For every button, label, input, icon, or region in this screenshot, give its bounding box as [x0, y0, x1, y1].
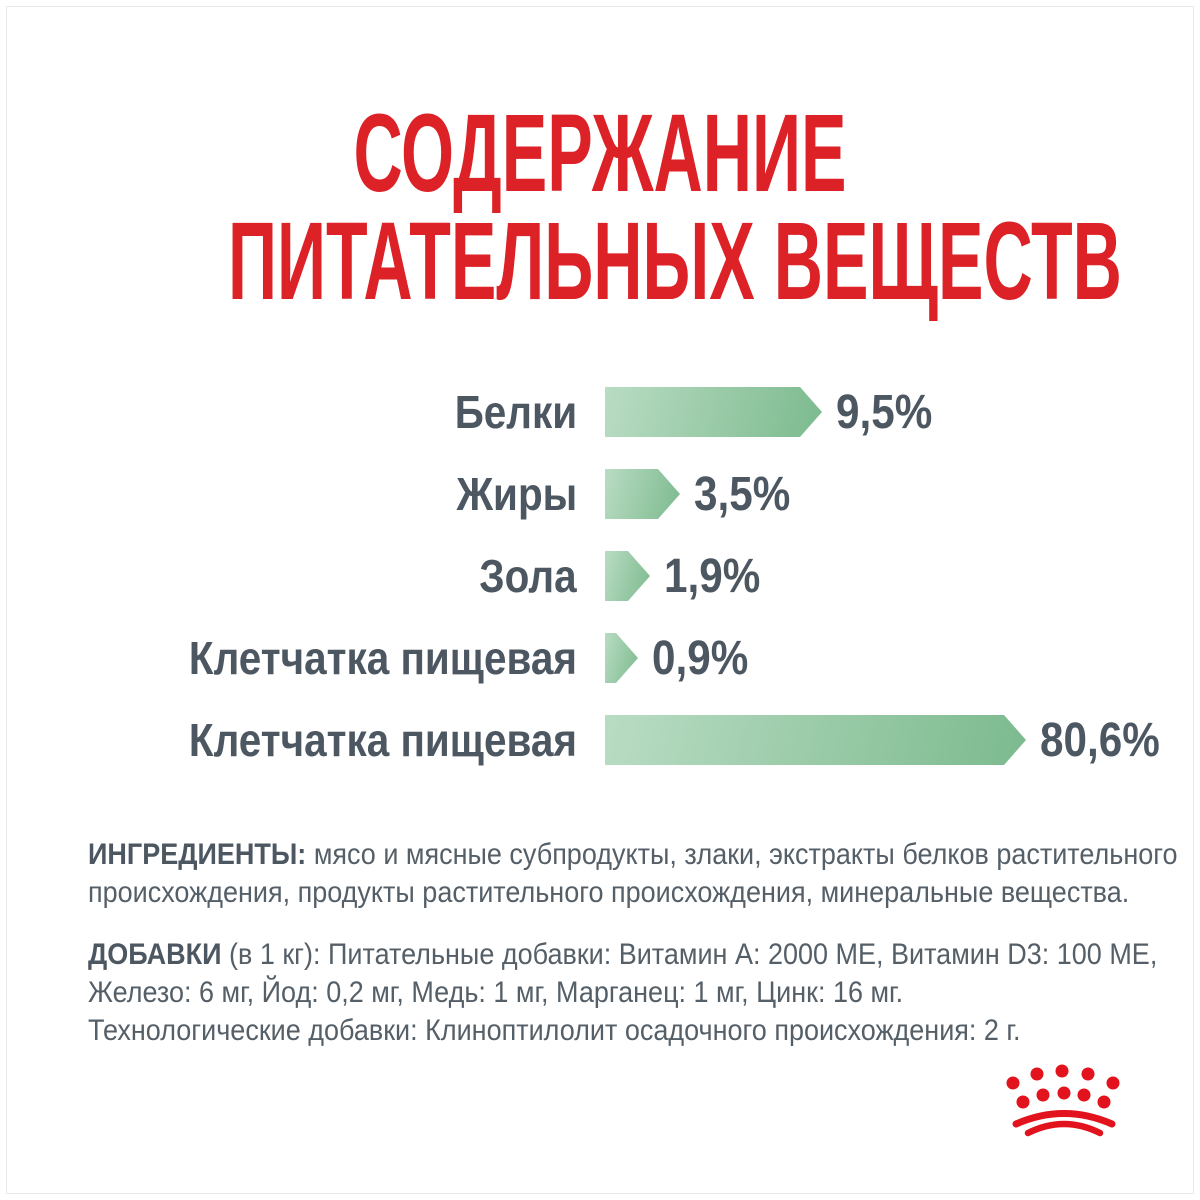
- bar-label: Жиры: [456, 468, 577, 520]
- chart-row-fats: Жиры 3,5%: [0, 467, 1200, 521]
- crown-band: [1012, 1110, 1116, 1137]
- additives-line-3: Технологические добавки: Клиноптилолит о…: [88, 1014, 1021, 1047]
- ingredients-paragraph: ИНГРЕДИЕНТЫ: мясо и мясные субпродукты, …: [88, 836, 1200, 912]
- bar-shape: [605, 715, 1026, 765]
- additives-line-2: Железо: 6 мг, Йод: 0,2 мг, Медь: 1 мг, М…: [88, 976, 904, 1009]
- bar-label: Белки: [454, 386, 577, 438]
- chart-row-moisture: Клетчатка пищевая 80,6%: [0, 713, 1200, 767]
- chart-row-proteins: Белки 9,5%: [0, 385, 1200, 439]
- chart-row-fiber: Клетчатка пищевая 0,9%: [0, 631, 1200, 685]
- bar-shape: [605, 469, 680, 519]
- ingredients-line-1: ИНГРЕДИЕНТЫ: мясо и мясные субпродукты, …: [88, 838, 1178, 871]
- chart-row-ash: Зола 1,9%: [0, 549, 1200, 603]
- bar-shape: [605, 387, 822, 437]
- title-line-1: СОДЕРЖАНИЕ: [353, 92, 847, 215]
- bar-label: Клетчатка пищевая: [188, 714, 577, 766]
- ingredients-heading: ИНГРЕДИЕНТЫ:: [88, 838, 307, 871]
- additives-paragraph: ДОБАВКИ (в 1 кг): Питательные добавки: В…: [88, 936, 1200, 1050]
- page-title: СОДЕРЖАНИЕ ПИТАТЕЛЬНЫХ ВЕЩЕСТВ: [0, 92, 1200, 323]
- bar-shape: [605, 633, 638, 683]
- bar-label: Зола: [479, 550, 577, 602]
- bar-value: 3,5%: [694, 467, 791, 521]
- nutrient-bar-chart: Белки 9,5% Жиры 3,5% Зола 1,9% Клетчатка…: [0, 385, 1200, 797]
- bar-value: 0,9%: [652, 631, 749, 685]
- bar-value: 1,9%: [664, 549, 761, 603]
- bar-label: Клетчатка пищевая: [188, 632, 577, 684]
- title-line-2: ПИТАТЕЛЬНЫХ ВЕЩЕСТВ: [228, 200, 1122, 323]
- crown-gems: [1006, 1064, 1120, 1109]
- additives-heading: ДОБАВКИ: [88, 938, 222, 971]
- bar-shape: [605, 551, 650, 601]
- bar-value: 80,6%: [1040, 713, 1160, 767]
- bar-value: 9,5%: [836, 385, 933, 439]
- additives-line-1: ДОБАВКИ (в 1 кг): Питательные добавки: В…: [88, 938, 1158, 971]
- ingredients-line-2: происхождения, продукты растительного пр…: [88, 876, 1130, 909]
- royal-canin-crown-icon: [1006, 1064, 1120, 1137]
